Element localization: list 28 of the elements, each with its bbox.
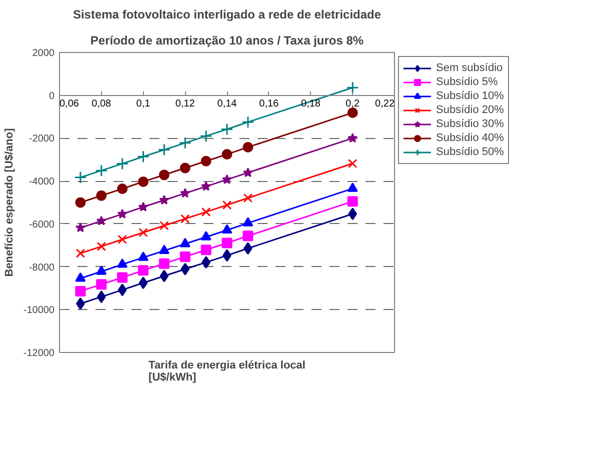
y-tick-label: -6000 xyxy=(28,219,55,230)
legend-label: Subsídio 10% xyxy=(436,89,504,103)
y-tick-label: -8000 xyxy=(28,262,55,274)
y-tick-label: -2000 xyxy=(28,134,55,145)
x-tick-label: 0,2 xyxy=(346,98,360,110)
x-tick-label: 0,12 xyxy=(175,98,196,110)
x-axis-title: Tarifa de energia elétrica local [U$/kWh] xyxy=(148,360,306,384)
legend-label: Subsídio 50% xyxy=(436,145,504,159)
x-tick-label: 0,1 xyxy=(136,98,151,110)
x-tick-label: 0,18 xyxy=(301,98,321,110)
x-tick-label: 0,08 xyxy=(92,98,112,110)
x-tick-label: 0,22 xyxy=(375,98,395,110)
legend-label: Subsídio 40% xyxy=(436,131,504,145)
y-tick-label: -4000 xyxy=(28,176,55,188)
y-tick-label: -10000 xyxy=(23,305,55,316)
legend-label: Subsídio 30% xyxy=(436,117,504,131)
chart-subtitle: Período de amortização 10 anos / Taxa juros 8% xyxy=(90,34,364,48)
legend-label: Subsídio 5% xyxy=(436,75,498,89)
legend-label: Subsídio 20% xyxy=(436,103,504,117)
y-tick-label: 0 xyxy=(48,90,55,102)
legend-label: Sem subsídio xyxy=(436,61,503,75)
chart-title: Sistema fotovoltaico interligado a rede de eletricidade xyxy=(72,8,382,22)
x-tick-label: 0,16 xyxy=(259,98,280,110)
x-tick-label: 0,06 xyxy=(60,98,80,110)
y-tick-label: 2000 xyxy=(32,48,55,59)
y-tick-label: -12000 xyxy=(23,348,55,359)
x-tick-label: 0,14 xyxy=(217,98,238,110)
y-axis-title: Benefício esperado [U$/ano] xyxy=(3,128,16,277)
